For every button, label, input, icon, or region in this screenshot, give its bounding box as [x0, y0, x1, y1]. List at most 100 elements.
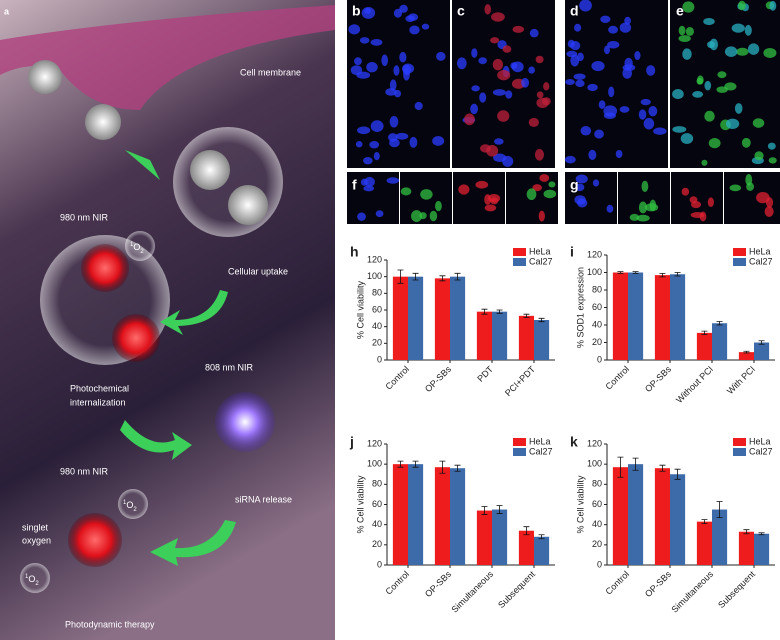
bar [392, 276, 408, 360]
cell-nucleus [403, 68, 410, 81]
cell-nucleus [643, 117, 655, 130]
bar [738, 531, 754, 565]
error-bar [481, 308, 488, 315]
panel-label: i [570, 244, 574, 260]
cell-nucleus [369, 140, 380, 149]
y-tick-label: 20 [372, 539, 382, 549]
bar [476, 311, 492, 360]
cell-nucleus [619, 106, 630, 113]
legend-label: HeLa [529, 436, 551, 446]
cell-nucleus [644, 203, 659, 212]
bar [712, 509, 728, 565]
cell-nucleus [363, 185, 375, 192]
error-bar [716, 501, 723, 519]
cell-nucleus [724, 82, 737, 91]
cell-nucleus [355, 141, 363, 148]
cell-nucleus [680, 133, 694, 144]
cell-membrane [0, 5, 335, 110]
o2-sup: 1 [123, 500, 127, 506]
cell-nucleus [436, 51, 446, 61]
cell-nucleus [529, 28, 539, 38]
cell-nucleus [385, 88, 397, 96]
cell-nucleus [411, 210, 423, 222]
cell-nucleus [366, 61, 378, 73]
micrograph [565, 172, 617, 224]
annotation: 808 nm NIR [205, 362, 254, 372]
annotation: Photochemical [70, 383, 129, 393]
error-bar [439, 275, 446, 282]
arrow [160, 290, 228, 335]
error-bar [412, 272, 419, 281]
annotation: siRNA release [235, 494, 292, 504]
cell-nucleus [566, 50, 578, 58]
cell-nucleus [357, 126, 371, 135]
cell-nucleus [479, 92, 487, 103]
legend-label: HeLa [749, 436, 771, 446]
cell-nucleus [747, 43, 760, 55]
y-tick-label: 40 [592, 519, 602, 529]
o2-sub: 2 [35, 581, 39, 587]
y-tick-label: 60 [592, 499, 602, 509]
o2-label: 1O2 [25, 574, 39, 587]
cell-nucleus [744, 24, 752, 36]
cell-nucleus [763, 47, 777, 58]
bar [712, 323, 728, 360]
error-bar [412, 460, 419, 468]
panel-label: f [352, 177, 357, 193]
cell-nucleus [534, 148, 545, 161]
legend-label: Cal27 [529, 256, 553, 266]
cell-nucleus [543, 189, 557, 199]
error-bar [743, 350, 750, 354]
panel-label: b [352, 3, 361, 19]
cell-nucleus [502, 45, 512, 53]
arrow [125, 150, 160, 180]
y-tick-label: 40 [372, 519, 382, 529]
y-tick-label: 0 [377, 559, 382, 569]
cell-nucleus [405, 15, 415, 22]
cell-nucleus [497, 69, 511, 81]
x-tick-label: Control [604, 364, 632, 392]
cell-nucleus [505, 90, 513, 99]
error-bar [617, 456, 624, 478]
cell-nucleus [399, 51, 407, 63]
cell-nucleus [400, 187, 412, 196]
y-axis-label: % Cell viability [355, 280, 365, 339]
cell-nucleus [636, 214, 650, 222]
error-bar [659, 464, 666, 472]
cell-nucleus [648, 105, 658, 117]
cell-nucleus [490, 37, 500, 44]
cell-nucleus [591, 60, 605, 72]
panel-label: e [676, 3, 684, 19]
cell-nucleus [357, 212, 366, 221]
cell-nucleus [364, 7, 372, 14]
cell-nucleus [682, 48, 692, 60]
cell-nucleus [608, 86, 615, 98]
cell-nucleus [421, 23, 430, 30]
legend-label: Cal27 [749, 446, 773, 456]
cell-nucleus [575, 79, 585, 88]
annotation: Photodynamic therapy [65, 619, 155, 629]
y-tick-label: 80 [372, 288, 382, 298]
y-tick-label: 100 [587, 267, 602, 277]
cell-nucleus [492, 89, 507, 96]
y-tick-label: 120 [367, 438, 382, 448]
annotation: Cellular uptake [228, 266, 288, 276]
error-bar [481, 506, 488, 515]
cell-nucleus [672, 88, 684, 100]
legend-swatch [513, 258, 526, 266]
y-tick-label: 120 [587, 438, 602, 448]
cell-nucleus [359, 37, 370, 44]
cell-nucleus [640, 98, 651, 106]
cell-nucleus [725, 118, 740, 129]
bar [696, 332, 712, 360]
micrograph [452, 0, 555, 168]
annotation: oxygen [22, 535, 51, 545]
x-tick-label: Without PCI [674, 364, 715, 405]
arrow [150, 520, 236, 566]
cell-nucleus [409, 136, 418, 148]
micrographs: b c d e f g [347, 0, 780, 224]
nanoparticle [190, 150, 230, 190]
cell-nucleus [539, 174, 550, 182]
x-tick-label: OP-SBs [423, 569, 453, 599]
cell-nucleus [619, 22, 632, 33]
